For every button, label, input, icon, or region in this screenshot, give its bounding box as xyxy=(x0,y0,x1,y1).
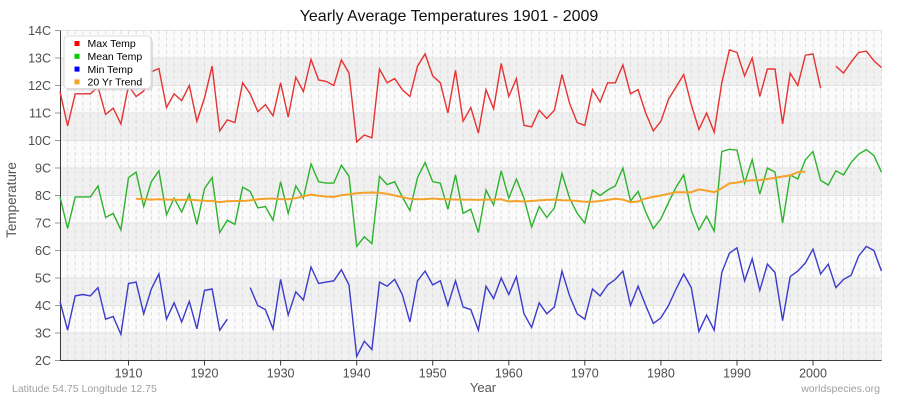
svg-text:1920: 1920 xyxy=(191,367,219,381)
svg-text:Yearly Average Temperatures 19: Yearly Average Temperatures 1901 - 2009 xyxy=(300,8,599,25)
svg-text:9C: 9C xyxy=(35,161,51,175)
svg-text:8C: 8C xyxy=(35,189,51,203)
svg-text:1970: 1970 xyxy=(571,367,599,381)
svg-text:1930: 1930 xyxy=(267,367,295,381)
svg-text:3C: 3C xyxy=(35,326,51,340)
svg-text:1940: 1940 xyxy=(343,367,371,381)
svg-text:4C: 4C xyxy=(35,299,51,313)
svg-text:11C: 11C xyxy=(29,106,51,120)
svg-text:1950: 1950 xyxy=(419,367,447,381)
svg-text:13C: 13C xyxy=(28,51,51,65)
svg-text:Min Temp: Min Temp xyxy=(88,64,133,76)
svg-text:Mean Temp: Mean Temp xyxy=(88,51,143,63)
svg-text:10C: 10C xyxy=(28,134,51,148)
svg-text:1980: 1980 xyxy=(647,367,675,381)
svg-text:Max Temp: Max Temp xyxy=(88,38,136,50)
svg-text:2C: 2C xyxy=(35,354,51,368)
svg-text:7C: 7C xyxy=(35,216,51,230)
svg-text:1910: 1910 xyxy=(115,367,143,381)
svg-text:2000: 2000 xyxy=(799,367,827,381)
svg-text:Temperature: Temperature xyxy=(4,162,19,238)
svg-text:5C: 5C xyxy=(35,271,51,285)
svg-text:14C: 14C xyxy=(28,24,51,38)
svg-text:Latitude 54.75 Longitude 12.75: Latitude 54.75 Longitude 12.75 xyxy=(12,383,157,395)
svg-text:worldspecies.org: worldspecies.org xyxy=(800,383,880,395)
svg-text:20 Yr Trend: 20 Yr Trend xyxy=(88,77,143,89)
svg-text:1960: 1960 xyxy=(495,367,523,381)
svg-text:12C: 12C xyxy=(28,79,51,93)
svg-text:1990: 1990 xyxy=(723,367,751,381)
svg-text:Year: Year xyxy=(470,380,497,395)
svg-text:6C: 6C xyxy=(35,244,51,258)
